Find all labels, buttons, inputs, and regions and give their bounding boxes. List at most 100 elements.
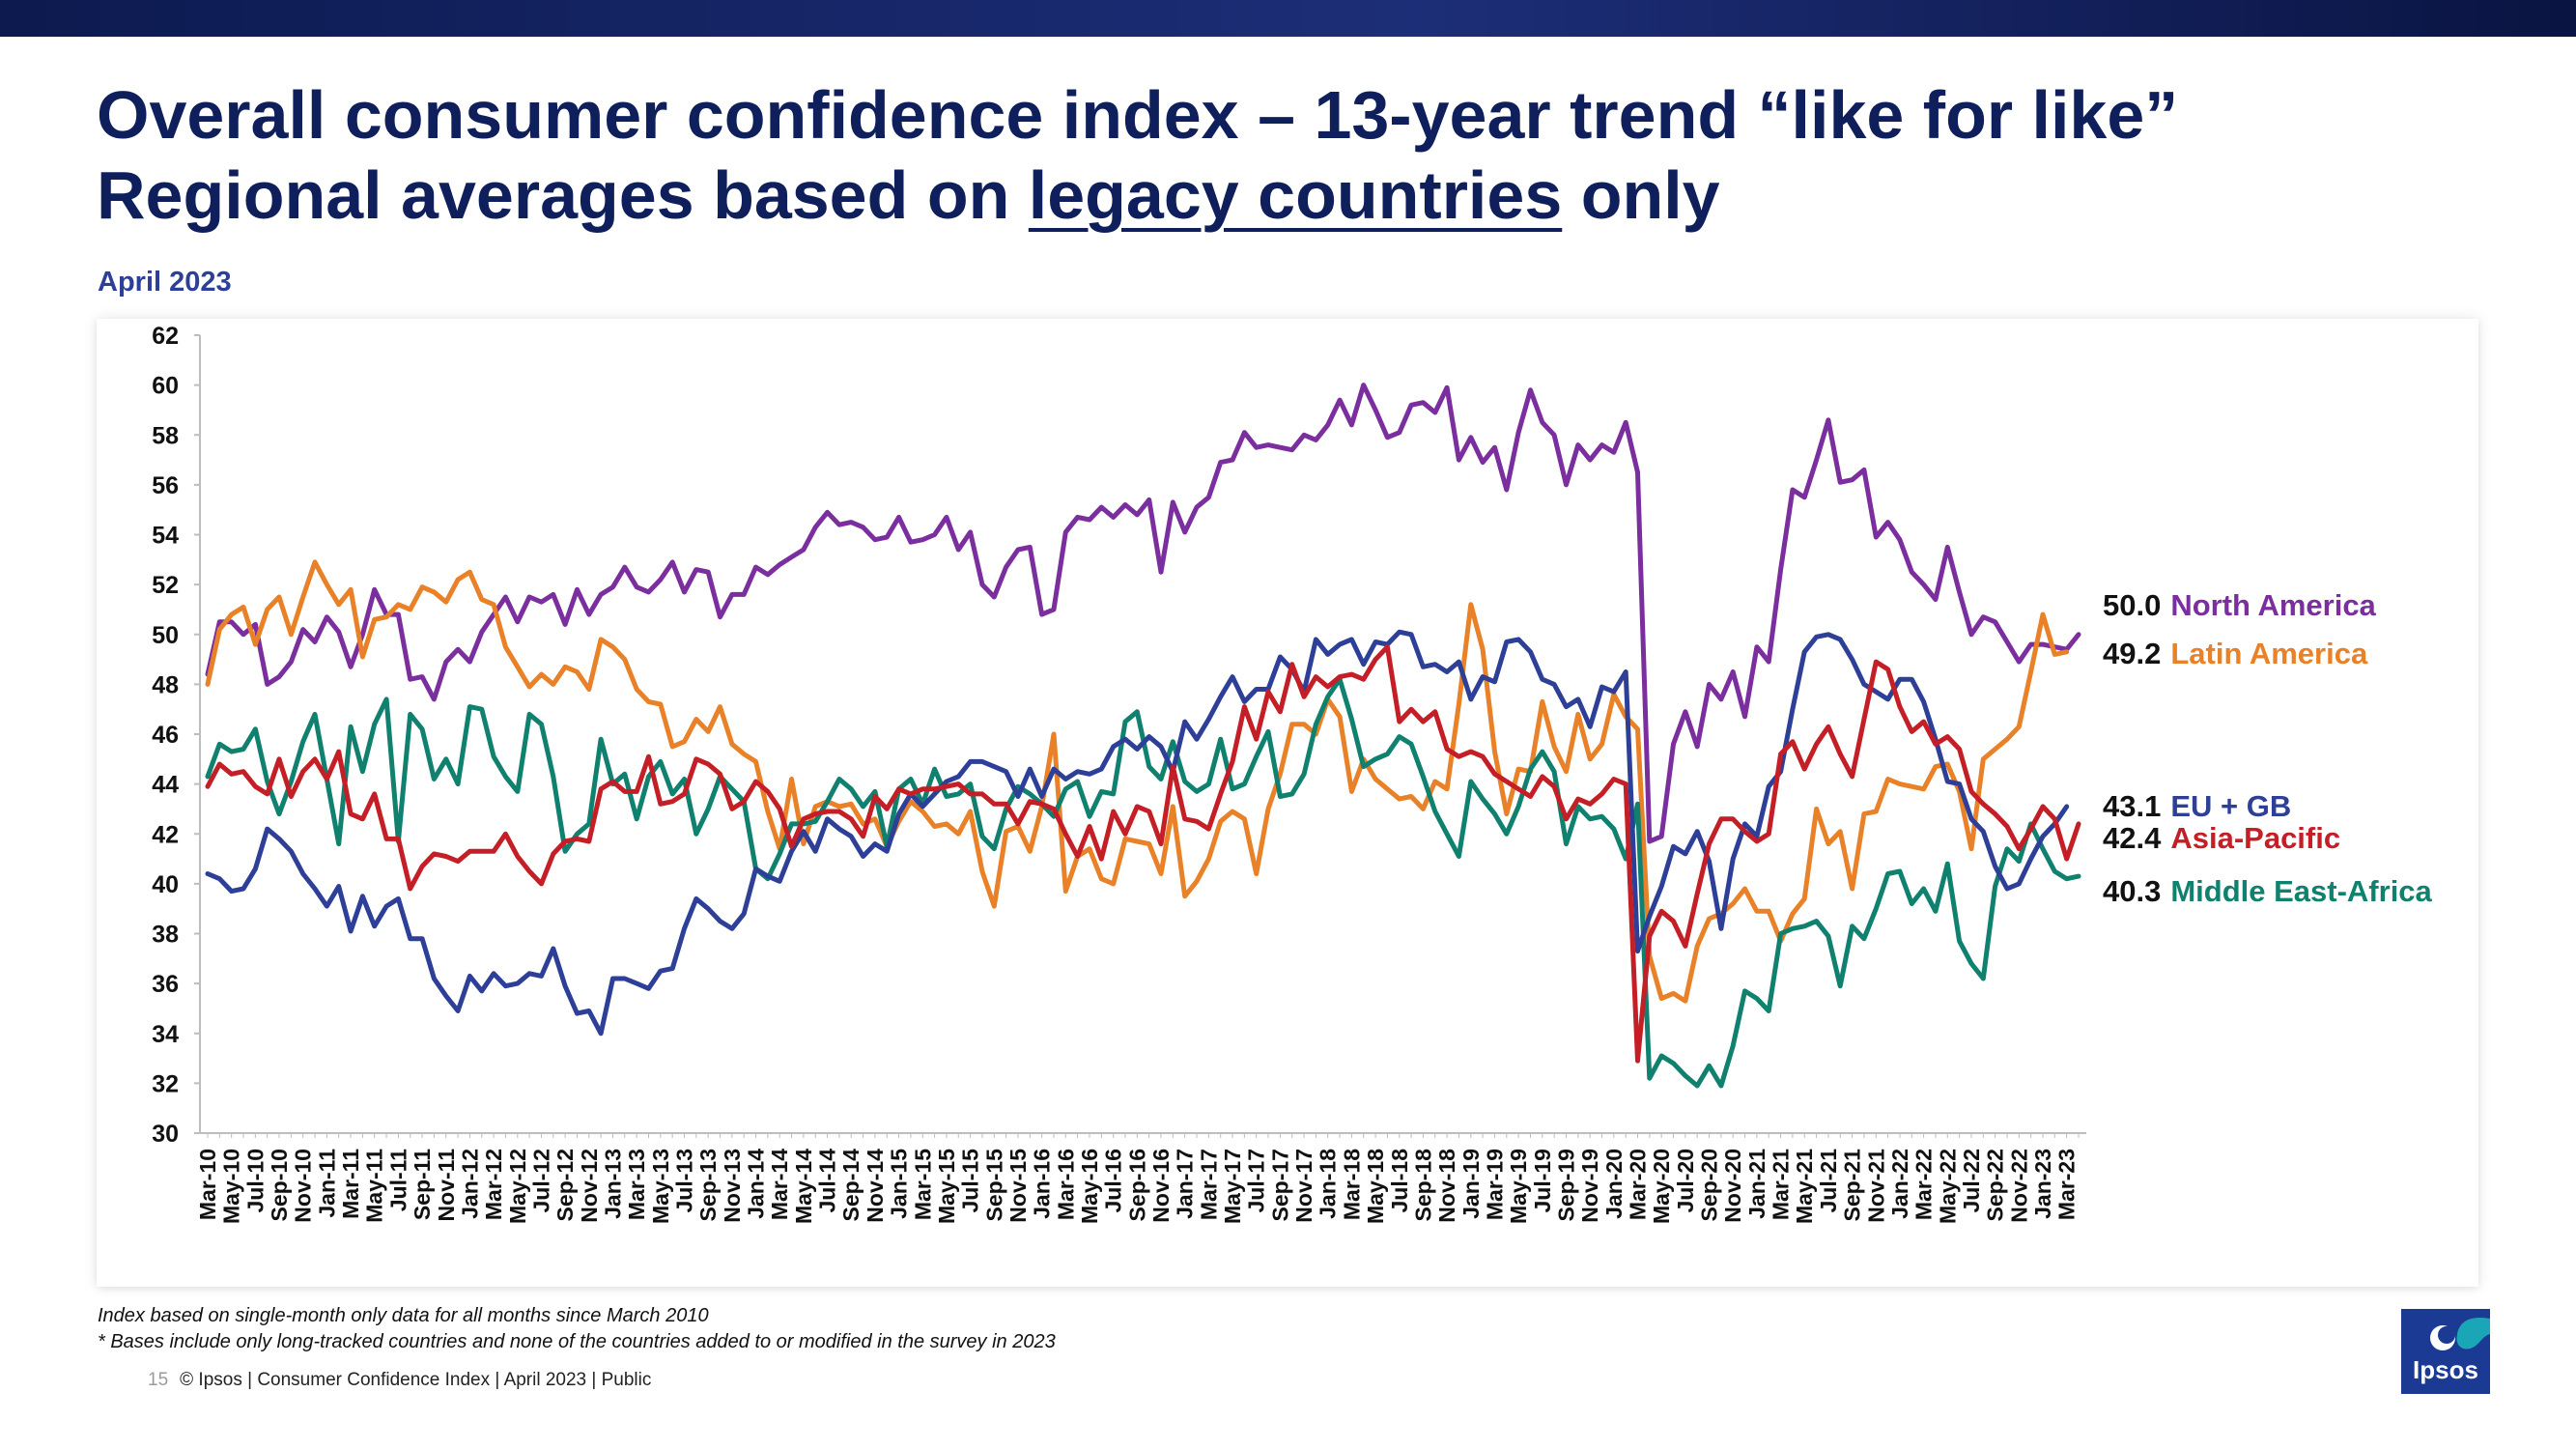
series-name-north-america: North America: [2170, 588, 2376, 622]
x-tick-label: Jul-10: [242, 1149, 268, 1212]
x-tick-label: May-10: [219, 1149, 244, 1224]
end-value-eu-gb: 43.1: [2103, 789, 2161, 823]
x-tick-label: Jan-22: [1887, 1149, 1912, 1219]
end-label-eu-gb: 43.1 EU + GB: [2103, 789, 2291, 823]
end-value-north-america: 50.0: [2103, 588, 2161, 622]
end-value-middle-east-africa: 40.3: [2103, 874, 2161, 908]
logo-wordmark: Ipsos: [2413, 1355, 2478, 1384]
report-date: April 2023: [98, 267, 232, 298]
x-tick-label: Mar-19: [1482, 1149, 1507, 1220]
y-tick-label: 58: [152, 422, 179, 449]
x-tick-label: Jul-14: [815, 1149, 840, 1213]
series-name-latin-america: Latin America: [2170, 637, 2368, 670]
x-tick-label: Jan-19: [1458, 1149, 1484, 1219]
x-tick-label: May-15: [934, 1149, 959, 1224]
x-tick-label: Mar-15: [910, 1149, 935, 1220]
series-line-middle-east-africa: [205, 676, 2081, 1089]
x-tick-label: Jan-11: [314, 1149, 339, 1218]
x-tick-label: Mar-10: [195, 1149, 220, 1220]
x-tick-label: Jan-12: [457, 1149, 482, 1219]
series-name-eu-gb: EU + GB: [2170, 789, 2291, 823]
end-label-asia-pacific: 42.4 Asia-Pacific: [2103, 821, 2340, 855]
x-tick-label: Sep-13: [695, 1149, 721, 1221]
x-tick-label: Jan-18: [1316, 1149, 1341, 1219]
ipsos-logo: Ipsos: [2401, 1309, 2490, 1394]
x-tick-label: Nov-21: [1863, 1149, 1888, 1223]
x-tick-label: Sep-14: [838, 1149, 863, 1222]
x-tick-label: Nov-15: [1005, 1149, 1031, 1223]
end-label-north-america: 50.0 North America: [2103, 588, 2377, 622]
y-tick-label: 60: [152, 373, 179, 400]
end-label-middle-east-africa: 40.3 Middle East-Africa: [2103, 874, 2433, 908]
x-tick-label: Sep-20: [1697, 1149, 1722, 1221]
x-tick-label: Jan-21: [1744, 1149, 1769, 1219]
page-number: 15: [148, 1370, 169, 1390]
x-tick-label: Nov-16: [1148, 1149, 1174, 1223]
x-tick-label: Jul-13: [672, 1149, 697, 1212]
x-tick-label: Nov-13: [720, 1149, 745, 1223]
x-tick-label: Mar-11: [338, 1149, 363, 1219]
series-line-asia-pacific: [205, 644, 2081, 1064]
x-tick-label: Mar-17: [1196, 1149, 1221, 1220]
end-value-asia-pacific: 42.4: [2103, 821, 2162, 855]
footnote-methodology: Index based on single-month only data fo…: [98, 1305, 709, 1326]
title-line-2-start: Regional averages based on: [97, 157, 1029, 233]
series-line-latin-america: [205, 559, 2070, 1004]
title-line-2-end: only: [1562, 157, 1720, 233]
x-tick-label: May-20: [1649, 1149, 1674, 1224]
y-tick-label: 56: [152, 472, 179, 499]
title-line-1: Overall consumer confidence index – 13-y…: [97, 77, 2179, 153]
x-tick-label: Sep-12: [552, 1149, 578, 1221]
x-tick-label: Jul-20: [1673, 1149, 1698, 1212]
x-tick-label: Nov-10: [291, 1149, 316, 1223]
x-tick-label: Sep-21: [1840, 1149, 1865, 1222]
x-tick-label: Sep-16: [1124, 1149, 1149, 1221]
x-tick-label: Sep-11: [410, 1149, 435, 1220]
x-tick-label: Mar-20: [1626, 1149, 1651, 1220]
x-tick-label: Sep-17: [1267, 1149, 1292, 1221]
x-tick-label: Jan-15: [887, 1149, 912, 1219]
y-tick-label: 46: [152, 722, 179, 749]
x-tick-label: Sep-22: [1983, 1149, 2008, 1221]
x-tick-label: Mar-12: [481, 1149, 506, 1220]
x-tick-label: Jan-23: [2030, 1149, 2055, 1219]
y-tick-label: 48: [152, 671, 179, 698]
series-name-middle-east-africa: Middle East-Africa: [2170, 874, 2432, 908]
x-tick-label: May-18: [1363, 1149, 1388, 1224]
x-tick-label: Sep-19: [1553, 1149, 1578, 1221]
x-tick-label: Nov-18: [1434, 1149, 1459, 1223]
x-tick-label: Nov-12: [577, 1149, 602, 1223]
x-tick-label: Jul-17: [1244, 1149, 1269, 1212]
y-tick-label: 52: [152, 572, 179, 599]
y-tick-label: 32: [152, 1070, 179, 1097]
page-title: Overall consumer confidence index – 13-y…: [97, 75, 2178, 236]
x-tick-label: Nov-14: [863, 1149, 888, 1223]
x-tick-label: Jan-13: [600, 1149, 625, 1219]
x-tick-label: Jul-21: [1816, 1149, 1841, 1213]
y-tick-label: 62: [152, 323, 179, 350]
x-tick-label: Mar-18: [1339, 1149, 1364, 1220]
x-tick-label: Mar-21: [1769, 1149, 1794, 1220]
x-tick-label: Sep-18: [1410, 1149, 1435, 1222]
x-tick-label: Sep-15: [981, 1149, 1006, 1222]
x-tick-label: May-17: [1220, 1149, 1245, 1224]
legacy-countries-underlined: legacy countries: [1028, 157, 1563, 233]
x-tick-label: May-22: [1935, 1149, 1960, 1224]
y-tick-label: 44: [152, 772, 179, 799]
x-tick-label: Mar-14: [767, 1149, 792, 1220]
x-tick-label: Jan-20: [1601, 1149, 1627, 1219]
x-tick-label: Jul-11: [385, 1149, 410, 1211]
x-tick-label: Mar-13: [624, 1149, 649, 1220]
x-tick-label: Nov-11: [434, 1149, 459, 1222]
x-tick-label: Jul-18: [1387, 1149, 1412, 1213]
x-tick-label: Mar-23: [2054, 1149, 2080, 1220]
x-tick-label: May-13: [648, 1149, 673, 1224]
x-tick-label: Jan-17: [1173, 1149, 1198, 1219]
y-tick-label: 54: [152, 523, 179, 550]
page-footer: 15 © Ipsos | Consumer Confidence Index | …: [148, 1370, 651, 1391]
x-tick-label: Jul-15: [958, 1149, 983, 1213]
end-label-latin-america: 49.2 Latin America: [2103, 637, 2368, 670]
y-tick-label: 42: [152, 821, 179, 848]
y-tick-label: 34: [152, 1021, 179, 1048]
x-tick-label: Mar-22: [1911, 1149, 1937, 1220]
